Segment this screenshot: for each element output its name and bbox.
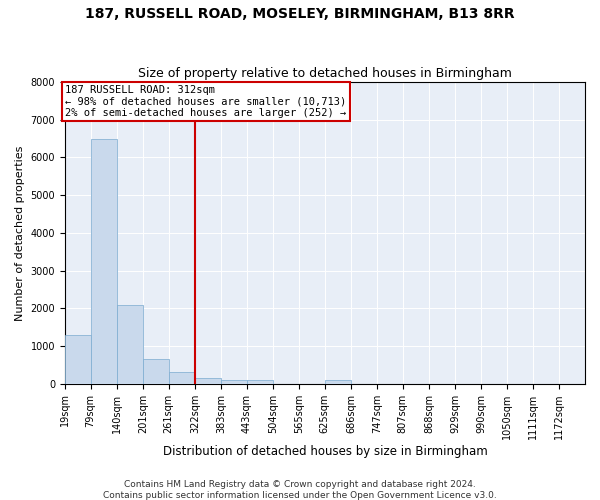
Bar bbox=[195, 378, 221, 384]
Bar bbox=[143, 359, 169, 384]
Title: Size of property relative to detached houses in Birmingham: Size of property relative to detached ho… bbox=[138, 66, 512, 80]
Bar bbox=[117, 304, 143, 384]
Y-axis label: Number of detached properties: Number of detached properties bbox=[15, 145, 25, 320]
Text: 187 RUSSELL ROAD: 312sqm
← 98% of detached houses are smaller (10,713)
2% of sem: 187 RUSSELL ROAD: 312sqm ← 98% of detach… bbox=[65, 85, 347, 118]
Bar bbox=[65, 334, 91, 384]
X-axis label: Distribution of detached houses by size in Birmingham: Distribution of detached houses by size … bbox=[163, 444, 487, 458]
Text: Contains HM Land Registry data © Crown copyright and database right 2024.
Contai: Contains HM Land Registry data © Crown c… bbox=[103, 480, 497, 500]
Text: 187, RUSSELL ROAD, MOSELEY, BIRMINGHAM, B13 8RR: 187, RUSSELL ROAD, MOSELEY, BIRMINGHAM, … bbox=[85, 8, 515, 22]
Bar bbox=[325, 380, 351, 384]
Bar bbox=[169, 372, 195, 384]
Bar bbox=[247, 380, 273, 384]
Bar bbox=[221, 380, 247, 384]
Bar bbox=[91, 138, 117, 384]
